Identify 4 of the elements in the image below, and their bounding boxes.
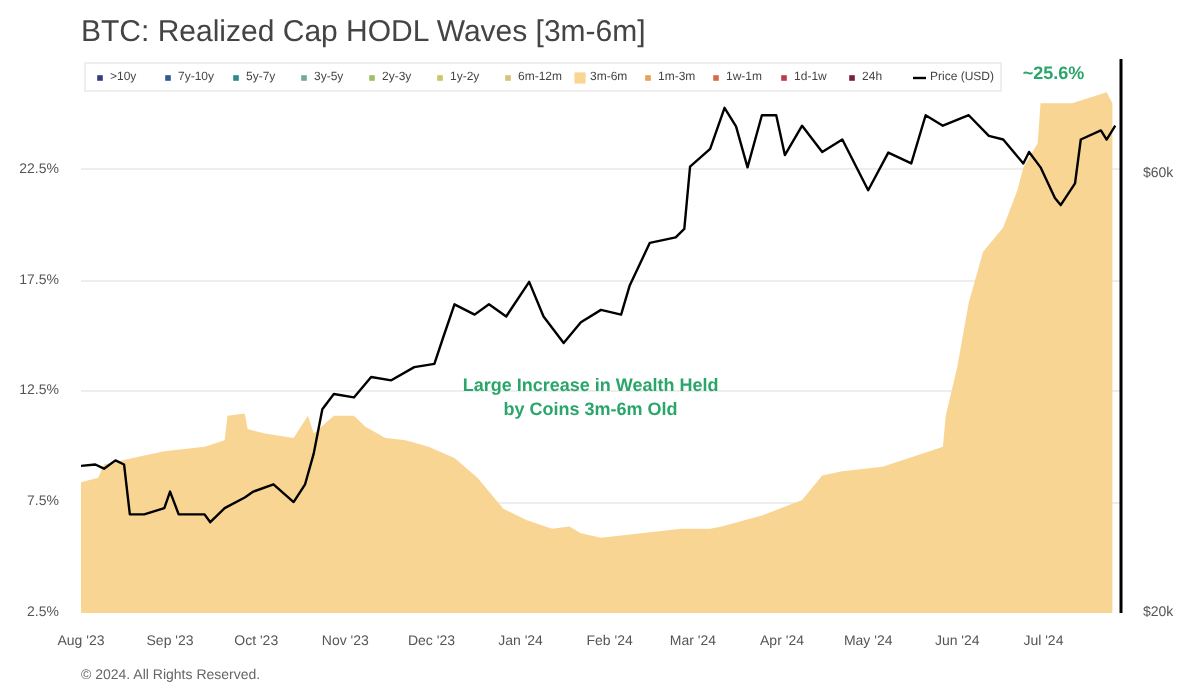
chart-title: BTC: Realized Cap HODL Waves [3m-6m]: [81, 15, 646, 49]
annotation: Large Increase in Wealth Held by Coins 3m-6m Old: [462, 374, 719, 419]
annotation: ~25.6%: [1022, 62, 1085, 83]
line-series: [81, 106, 1117, 524]
